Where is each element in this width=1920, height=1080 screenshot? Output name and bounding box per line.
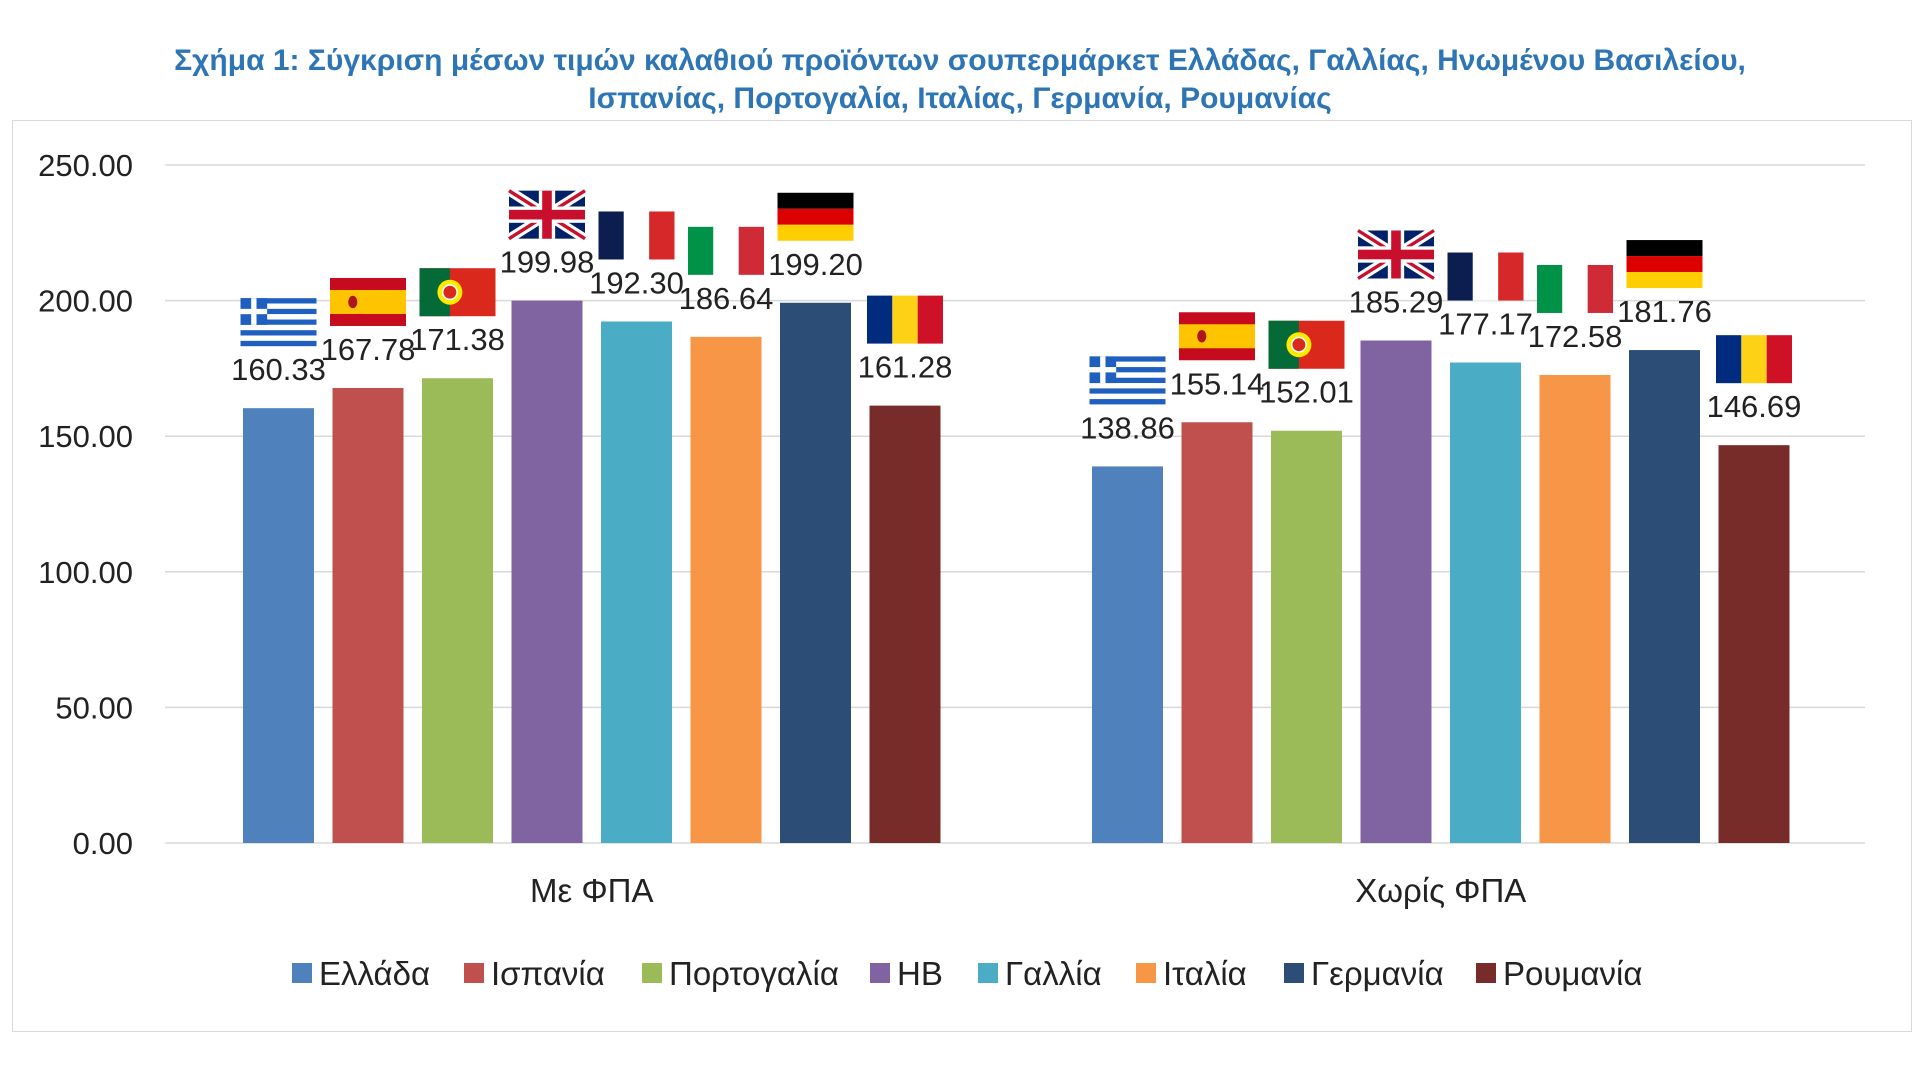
legend-swatch: [1136, 963, 1156, 983]
germany-flag-icon: [777, 192, 854, 241]
legend-item: Ρουμανία: [1476, 955, 1642, 992]
data-label: 192.30: [589, 265, 684, 300]
legend-label: Γερμανία: [1311, 955, 1444, 992]
bar: [601, 321, 672, 843]
italy-flag-icon: [1537, 264, 1613, 313]
greece-flag-icon: [240, 298, 317, 347]
data-label: 177.17: [1438, 307, 1533, 342]
romania-flag-icon: [867, 295, 943, 344]
y-tick-label: 100.00: [38, 555, 133, 590]
legend-swatch: [1476, 963, 1496, 983]
legend-item: Ελλάδα: [292, 955, 430, 992]
legend-label: Πορτογαλία: [669, 955, 839, 992]
bar: [869, 405, 941, 843]
france-flag-icon: [1447, 252, 1524, 301]
data-label: 199.98: [500, 245, 595, 280]
y-tick-label: 50.00: [55, 690, 133, 725]
y-tick-label: 200.00: [38, 284, 133, 319]
chart-title-line-2: Ισπανίας, Πορτογαλία, Ιταλίας, Γερμανία,…: [588, 82, 1332, 115]
legend-swatch: [1284, 963, 1304, 983]
data-label: 171.38: [410, 322, 505, 357]
data-label: 160.33: [231, 352, 326, 387]
chart-frame: [12, 120, 1912, 1032]
chart-title: Σχήμα 1: Σύγκριση μέσων τιμών καλαθιού π…: [0, 42, 1920, 118]
legend-label: Γαλλία: [1005, 955, 1102, 992]
bar: [1360, 340, 1432, 843]
data-label: 172.58: [1528, 319, 1623, 354]
bar: [1718, 445, 1790, 843]
bar: [1629, 350, 1700, 843]
legend-label: Ιταλία: [1163, 955, 1247, 992]
bar: [511, 300, 583, 843]
chart-title-line-1: Σχήμα 1: Σύγκριση μέσων τιμών καλαθιού π…: [174, 44, 1746, 77]
data-label: 181.76: [1617, 294, 1712, 329]
legend-swatch: [978, 963, 998, 983]
legend-item: ΗΒ: [870, 955, 943, 992]
legend-item: Ιταλία: [1136, 955, 1247, 992]
data-label: 138.86: [1080, 410, 1175, 445]
bar: [1539, 374, 1611, 843]
bar: [690, 336, 762, 843]
greece-flag-icon: [1089, 356, 1166, 405]
bar: [1092, 466, 1163, 843]
legend-swatch: [870, 963, 890, 983]
legend-swatch: [642, 963, 662, 983]
romania-flag-icon: [1716, 335, 1792, 384]
data-label: 152.01: [1259, 375, 1354, 410]
bar: [1181, 422, 1253, 843]
data-label: 146.69: [1707, 389, 1802, 424]
legend-label: Ισπανία: [491, 955, 605, 992]
portugal-flag-icon: [419, 268, 496, 317]
legend-label: Ρουμανία: [1503, 955, 1642, 992]
legend-item: Ισπανία: [464, 955, 605, 992]
uk-flag-icon: [506, 186, 588, 243]
spain-flag-icon: [330, 277, 406, 326]
italy-flag-icon: [688, 226, 764, 275]
bar: [243, 408, 314, 843]
portugal-flag-icon: [1268, 320, 1345, 369]
x-category-label: Χωρίς ΦΠΑ: [1355, 872, 1526, 909]
y-tick-label: 250.00: [38, 148, 133, 183]
data-label: 155.14: [1170, 366, 1265, 401]
bar: [422, 378, 493, 843]
data-label: 185.29: [1349, 284, 1444, 319]
legend-swatch: [292, 963, 312, 983]
legend-item: Γαλλία: [978, 955, 1102, 992]
legend-label: Ελλάδα: [319, 955, 430, 992]
y-tick-label: 150.00: [38, 419, 133, 454]
bar: [780, 302, 851, 843]
x-category-label: Με ΦΠΑ: [530, 872, 654, 909]
data-label: 186.64: [679, 281, 774, 316]
bar: [1450, 362, 1521, 843]
france-flag-icon: [598, 211, 675, 260]
data-label: 161.28: [858, 350, 953, 385]
data-label: 167.78: [321, 332, 416, 367]
germany-flag-icon: [1626, 240, 1703, 289]
bar: [332, 387, 404, 843]
legend-item: Πορτογαλία: [642, 955, 839, 992]
y-tick-label: 0.00: [73, 826, 133, 861]
spain-flag-icon: [1179, 312, 1255, 361]
data-label: 199.20: [768, 247, 863, 282]
uk-flag-icon: [1355, 226, 1437, 283]
legend-label: ΗΒ: [897, 955, 943, 992]
legend-item: Γερμανία: [1284, 955, 1444, 992]
legend-swatch: [464, 963, 484, 983]
bar: [1271, 430, 1342, 843]
